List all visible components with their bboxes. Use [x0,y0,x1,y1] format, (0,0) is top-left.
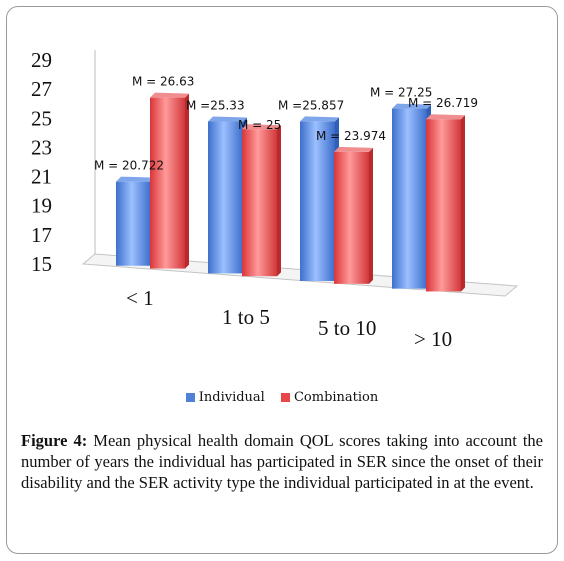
x-tick-label-1: 1 to 5 [222,305,270,329]
bar-individual-1 [208,116,247,274]
data-label-combination-2: M = 23.974 [316,129,386,143]
y-tick-label-25: 25 [31,106,52,130]
bar-individual-2-top [300,116,339,122]
figure-caption: Figure 4: Mean physical health domain QO… [21,430,543,493]
bar-combination-3 [426,114,465,292]
y-tick-label-29: 29 [31,48,52,72]
bar-individual-3-front [392,108,427,289]
bar-individual-2-front [300,121,335,282]
bar-individual-3 [392,103,431,289]
bar-combination-2-top [334,146,373,152]
data-label-individual-2: M =25.857 [278,98,344,112]
bar-individual-0-front [116,181,151,266]
data-label-individual-0: M = 20.722 [94,159,164,173]
bar-combination-1-top [242,124,281,130]
y-tick-label-23: 23 [31,135,52,159]
bar-individual-1-top [208,116,247,122]
x-tick-label-3: > 10 [414,327,452,351]
y-tick-label-27: 27 [31,77,52,101]
legend-swatch-combination [280,393,290,402]
label-layer: M = 20.722 M = 26.63 M =25.33 M = 25 M =25.8… [94,75,478,173]
data-label-combination-0: M = 26.63 [132,75,194,89]
chart-legend: Individual Combination [0,390,564,405]
bar-individual-3-top [392,103,431,109]
bar-combination-2-front [334,151,369,284]
bar-combination-1 [242,124,281,277]
bar-combination-3-front [426,119,461,292]
legend-item-combination: Combination [280,390,379,405]
bar-combination-2 [334,146,373,284]
data-label-individual-1: M =25.33 [186,99,245,113]
bar-combination-1-side [277,125,281,277]
legend-label-individual: Individual [198,390,265,405]
bar-combination-0-front [150,97,185,269]
bar-individual-0-top [116,176,155,182]
y-tick-label-19: 19 [31,194,52,218]
legend-item-individual: Individual [185,390,265,405]
bar-combination-3-side [461,115,465,292]
bar-combination-0-side [185,93,189,269]
bar-combination-0-top [150,92,189,98]
bar-individual-0 [116,176,155,266]
bar-individual-1-front [208,121,243,274]
bar-combination-0 [150,92,189,269]
data-label-combination-1: M = 25 [238,118,281,132]
figure-frame [6,6,558,554]
x-tick-label-2: 5 to 10 [318,316,376,340]
caption-text: Mean physical health domain QOL scores t… [21,431,543,492]
data-label-individual-3: M = 27.25 [370,86,432,100]
bar-combination-3-top [426,114,465,120]
caption-label: Figure 4: [21,431,88,450]
legend-swatch-individual [185,393,195,402]
bar-combination-1-front [242,129,277,277]
bar-layer [116,92,465,292]
data-label-combination-3: M = 26.719 [408,96,478,110]
y-tick-label-21: 21 [31,165,52,189]
bar-combination-2-side [369,147,373,284]
y-tick-label-17: 17 [31,223,52,247]
legend-label-combination: Combination [293,390,379,405]
y-tick-label-15: 15 [31,252,52,276]
bar-chart: 15 17 19 21 23 25 27 29 < 1 1 to 5 5 to 10 > 10 M =… [31,48,519,351]
x-tick-label-0: < 1 [126,286,154,310]
